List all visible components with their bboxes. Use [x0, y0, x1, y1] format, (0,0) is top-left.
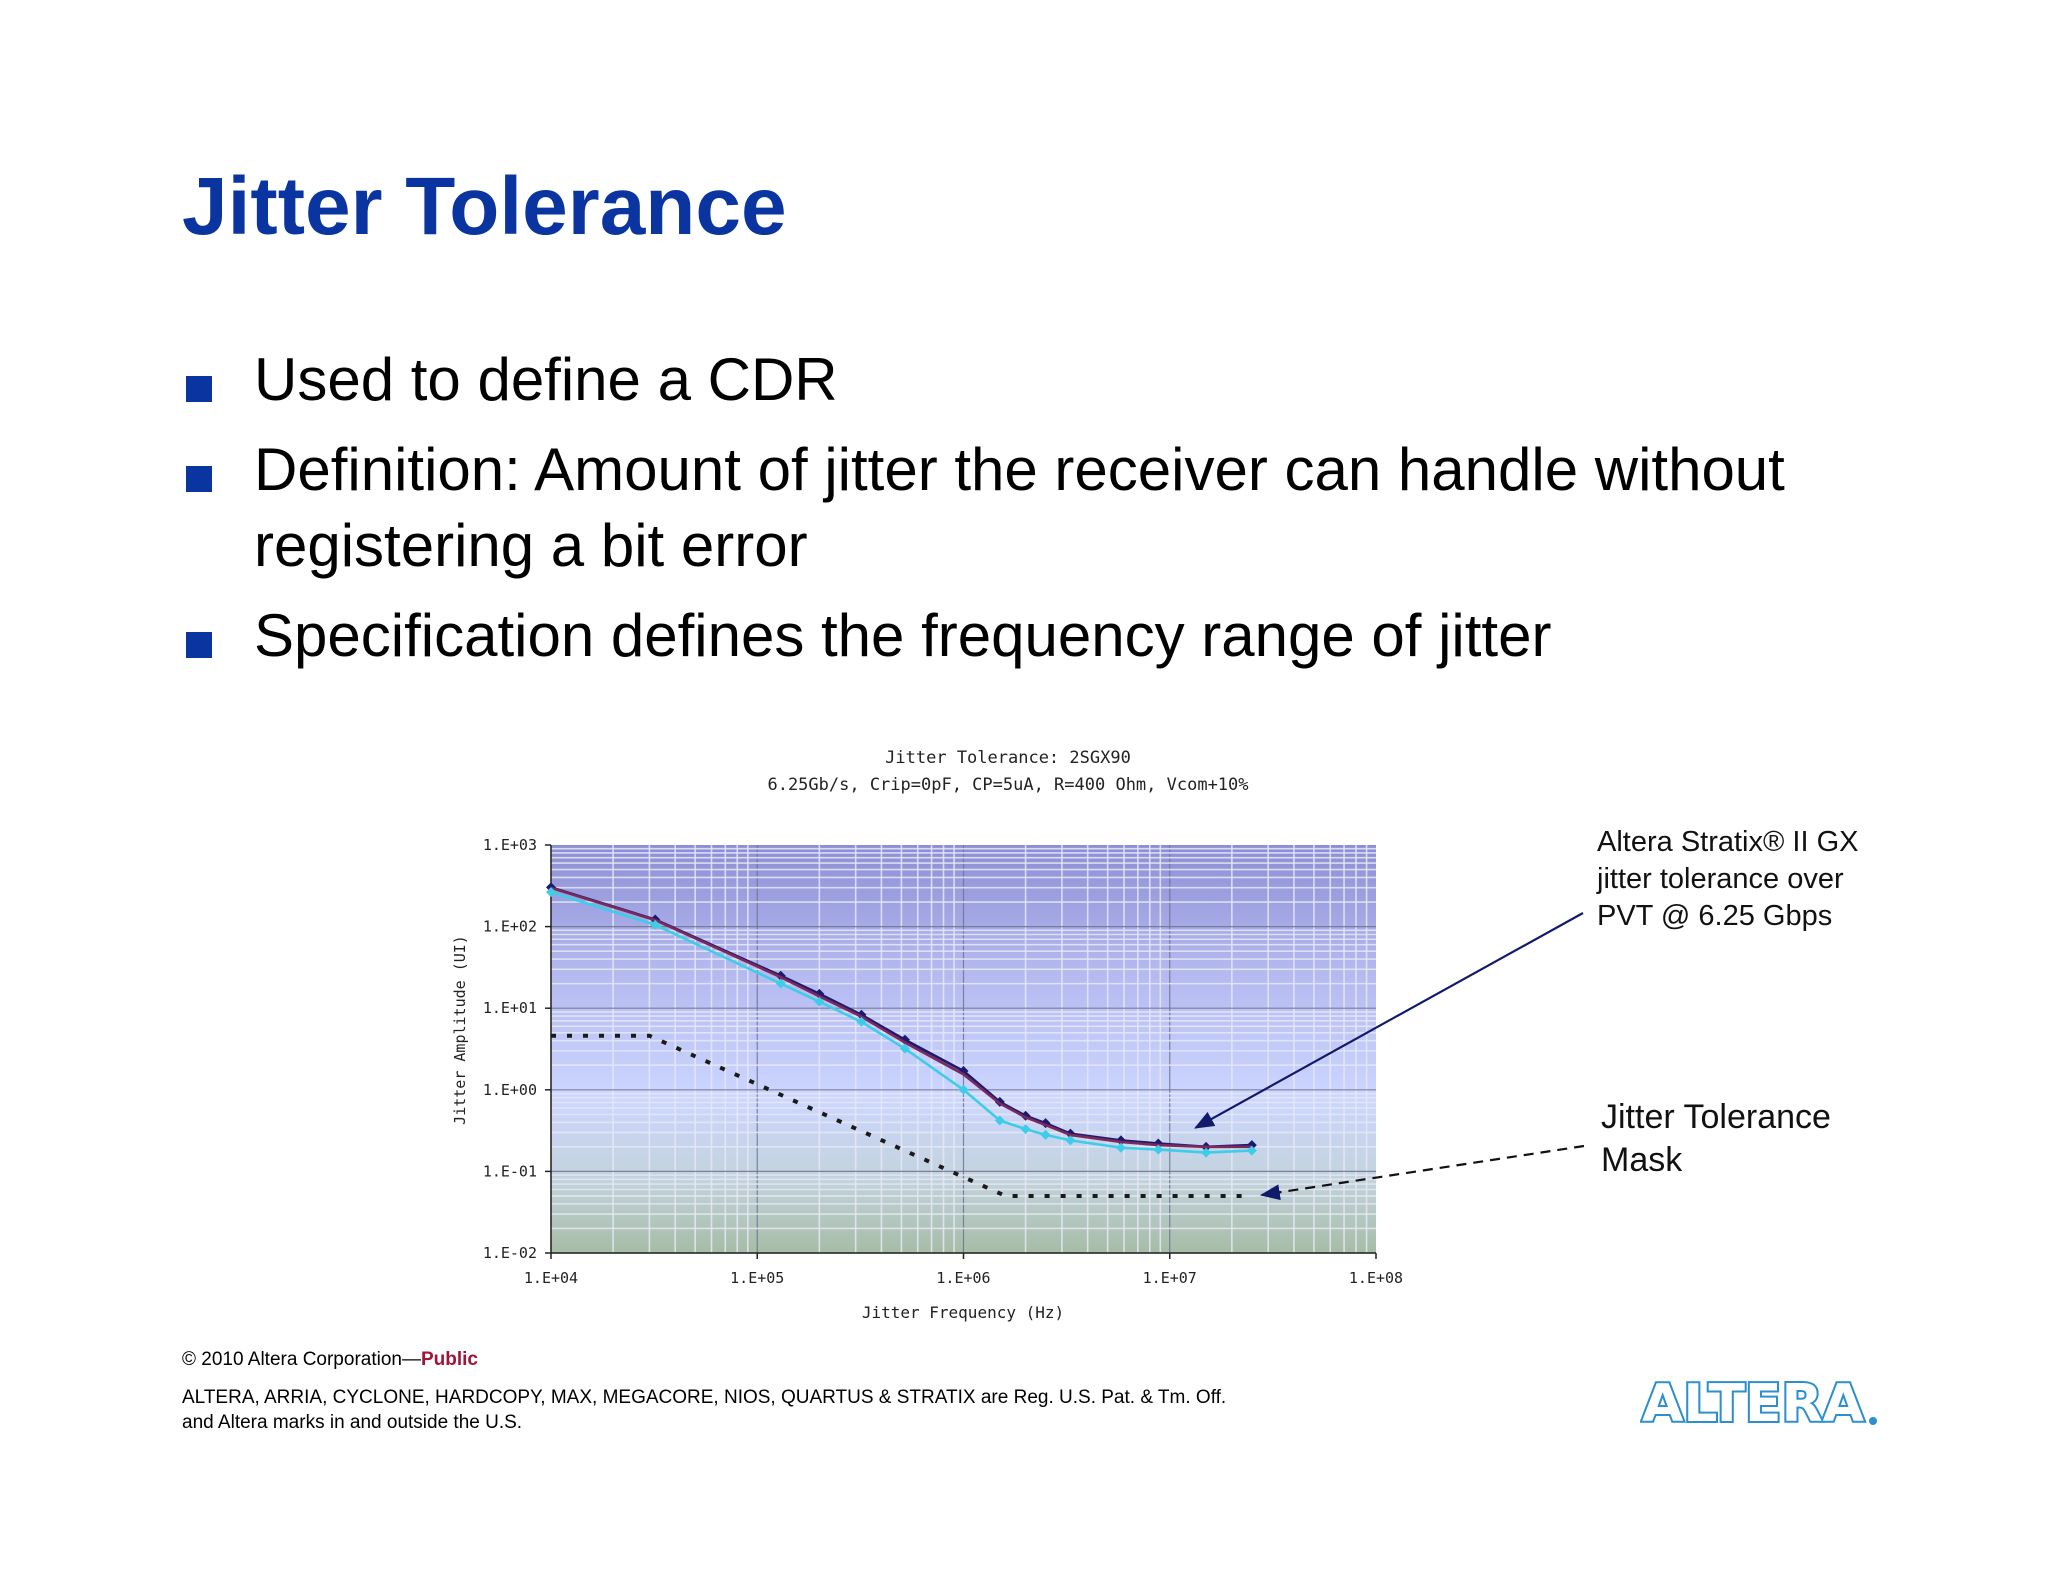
grid [550, 845, 1376, 1254]
altera-logo: ALTERA [1640, 1373, 1877, 1429]
series-line-3 [551, 1033, 1252, 1198]
footer-copyright: © 2010 Altera Corporation—Public [182, 1349, 478, 1371]
annotations [1193, 912, 1585, 1201]
series-point [856, 1016, 867, 1027]
annotation-text: Altera Stratix® II GX jitter tolerance o… [1596, 826, 1867, 932]
annotation-line: Altera Stratix® II GX [1597, 826, 1859, 858]
axes: 1.E+04 1.E+05 1.E+06 1.E+07 1.E+08 1.E+03 1.E+… [483, 836, 1403, 1287]
bullet-text-line: registering a bit error [254, 512, 808, 579]
series-point [1040, 1129, 1051, 1140]
bullet-text-line: Used to define a CDR [254, 346, 838, 413]
series-line-1 [550, 886, 1252, 1149]
footer-trademark: ALTERA, ARRIA, CYCLONE, HARDCOPY, MAX, M… [182, 1385, 1382, 1435]
series-point [899, 1043, 910, 1054]
copyright-text: © 2010 Altera Corporation— [182, 1349, 421, 1370]
series-point [1246, 1145, 1257, 1156]
trademark-line: ALTERA, ARRIA, CYCLONE, HARDCOPY, MAX, M… [182, 1387, 1227, 1408]
x-tick-label: 1.E+06 [936, 1269, 990, 1287]
bullet-square-icon [186, 376, 212, 402]
annotation-line: jitter tolerance over [1596, 863, 1844, 895]
slide-title: Jitter Tolerance [182, 161, 787, 252]
annotation-arrow [1259, 1144, 1585, 1201]
y-tick-label: 1.E+00 [483, 1081, 537, 1099]
series [546, 882, 1257, 1198]
annotation-arrow [1193, 912, 1584, 1129]
public-label: Public [420, 1349, 478, 1370]
altera-logo-text: ALTERA [1642, 1374, 1864, 1429]
series-point [1201, 1147, 1212, 1158]
trademark-line: and Altera marks in and outside the U.S. [182, 1412, 523, 1433]
x-tick-label: 1.E+07 [1143, 1269, 1197, 1287]
bullet-text-line: Specification defines the frequency rang… [254, 602, 1552, 669]
bullet-item: Specification defines the frequency rang… [186, 598, 1906, 674]
y-tick-label: 1.E-01 [483, 1162, 537, 1180]
annotation-line: Jitter Tolerance [1601, 1098, 1831, 1136]
y-tick-label: 1.E+01 [483, 999, 537, 1017]
bullet-item: Used to define a CDR [186, 342, 1906, 418]
x-tick-label: 1.E+04 [524, 1269, 578, 1287]
annotation-line: PVT @ 6.25 Gbps [1597, 900, 1832, 932]
y-tick-label: 1.E+03 [483, 836, 537, 854]
chart-title: Jitter Tolerance: 2SGX90 [885, 748, 1131, 768]
bullet-square-icon [186, 466, 212, 492]
annotation-line: Mask [1601, 1141, 1683, 1179]
x-tick-label: 1.E+08 [1349, 1269, 1403, 1287]
chart-subtitle: 6.25Gb/s, Crip=0pF, CP=5uA, R=400 Ohm, V… [767, 775, 1248, 795]
logo-dot [1869, 1417, 1877, 1425]
x-axis-label: Jitter Frequency (Hz) [862, 1303, 1064, 1322]
y-tick-label: 1.E+02 [483, 918, 537, 936]
bullet-square-icon [186, 632, 212, 658]
bullet-text-line: Definition: Amount of jitter the receive… [254, 436, 1785, 503]
series-point [814, 996, 825, 1007]
annotation-text: Jitter Tolerance Mask [1601, 1098, 1840, 1179]
x-tick-label: 1.E+05 [730, 1269, 784, 1287]
series-point [546, 887, 556, 898]
series-point [958, 1084, 969, 1095]
series-point [1065, 1135, 1076, 1146]
series-point [1020, 1124, 1031, 1135]
bullet-item: Definition: Amount of jitter the receive… [186, 432, 1906, 584]
series-point [1153, 1144, 1164, 1155]
series-point [650, 919, 661, 930]
series-point [994, 1115, 1005, 1126]
y-tick-label: 1.E-02 [483, 1244, 537, 1262]
series-point [1115, 1142, 1126, 1153]
y-axis-label: Jitter Amplitude (UI) [451, 935, 469, 1125]
series-point [775, 978, 786, 989]
bullet-list: Used to define a CDR Definition: Amount … [186, 342, 1906, 688]
